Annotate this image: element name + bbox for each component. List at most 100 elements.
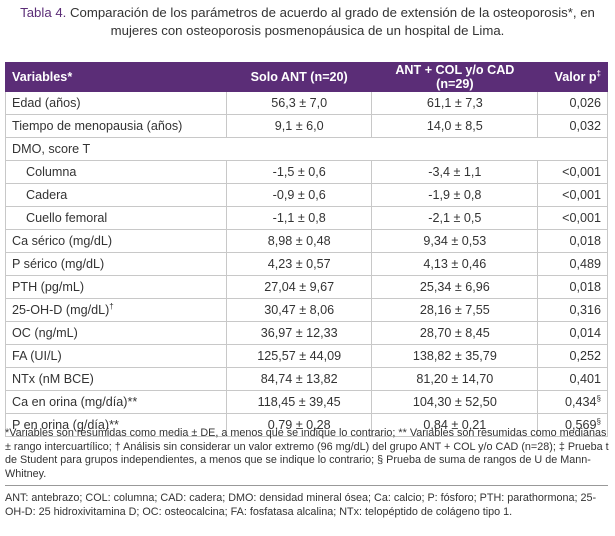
cell-valor-p: 0,489 [537, 252, 608, 276]
p-value: <0,001 [562, 210, 601, 225]
cell-valor-p: 0,434§ [537, 390, 608, 414]
cell-valor-p: <0,001 [537, 183, 608, 207]
cell-valor-p: 0,026 [537, 91, 608, 115]
footnote-abbreviations: ANT: antebrazo; COL: columna; CAD: cader… [5, 492, 597, 518]
cell-ant-col-cad: 28,16 ± 7,55 [371, 298, 539, 322]
variable-label: Cadera [26, 187, 68, 202]
table-caption-text: Comparación de los parámetros de acuerdo… [66, 5, 595, 38]
cell-variable: FA (UI/L) [4, 344, 228, 368]
cell-ant-col-cad: 14,0 ± 8,5 [371, 114, 539, 138]
cell-ant-col-cad: -2,1 ± 0,5 [371, 206, 539, 230]
cell-valor-p: 0,018 [537, 275, 608, 299]
cell-variable: Columna [4, 160, 228, 184]
cell-valor-p: 0,032 [537, 114, 608, 138]
variable-label: Ca sérico (mg/dL) [12, 233, 113, 248]
cell-variable: OC (ng/mL) [4, 321, 228, 345]
variable-label: Tiempo de menopausia (años) [12, 118, 183, 133]
header-solo-ant: Solo ANT (n=20) [226, 62, 373, 92]
header-row: Variables* Solo ANT (n=20) ANT + COL y/o… [4, 62, 608, 92]
p-value: 0,489 [569, 256, 601, 271]
variable-label: NTx (nM BCE) [12, 371, 94, 386]
p-value: 0,569 [565, 417, 597, 432]
table-row: Columna -1,5 ± 0,6 -3,4 ± 1,1 <0,001 [4, 160, 608, 184]
table-number-label: Tabla 4. [20, 5, 67, 20]
cell-ant-col-cad: 9,34 ± 0,53 [371, 229, 539, 253]
cell-valor-p: 0,014 [537, 321, 608, 345]
table-caption: Tabla 4. Comparación de los parámetros d… [0, 4, 615, 40]
table-section-row: DMO, score T [5, 137, 608, 161]
cell-solo-ant: 0,79 ± 0,28 [226, 413, 373, 437]
cell-valor-p: <0,001 [537, 160, 608, 184]
table-row: P en orina (g/día)** 0,79 ± 0,28 0,84 ± 0,… [4, 413, 608, 437]
p-value: 0,026 [569, 95, 601, 110]
header-ant-col-cad: ANT + COL y/o CAD (n=29) [371, 62, 539, 92]
footnote-divider [5, 485, 608, 486]
cell-valor-p: <0,001 [537, 206, 608, 230]
p-value: 0,401 [569, 371, 601, 386]
variable-label: 25-OH-D (mg/dL) [12, 302, 110, 317]
p-value: 0,018 [569, 233, 601, 248]
table-row: Edad (años) 56,3 ± 7,0 61,1 ± 7,3 0,026 [4, 91, 608, 115]
p-footnote-marker: § [596, 393, 601, 403]
variable-label: FA (UI/L) [12, 348, 62, 363]
cell-ant-col-cad: 138,82 ± 35,79 [371, 344, 539, 368]
cell-ant-col-cad: -3,4 ± 1,1 [371, 160, 539, 184]
p-value: 0,032 [569, 118, 601, 133]
table-row: NTx (nM BCE) 84,74 ± 13,82 81,20 ± 14,70 0,… [4, 367, 608, 391]
variable-label: Edad (años) [12, 95, 81, 110]
cell-variable: Tiempo de menopausia (años) [4, 114, 228, 138]
table-row: PTH (pg/mL) 27,04 ± 9,67 25,34 ± 6,96 0,018 [4, 275, 608, 299]
p-value: <0,001 [562, 187, 601, 202]
cell-ant-col-cad: 28,70 ± 8,45 [371, 321, 539, 345]
cell-solo-ant: 125,57 ± 44,09 [226, 344, 373, 368]
table-row: Cadera -0,9 ± 0,6 -1,9 ± 0,8 <0,001 [4, 183, 608, 207]
cell-solo-ant: 56,3 ± 7,0 [226, 91, 373, 115]
p-value: 0,316 [569, 302, 601, 317]
table-row: Ca sérico (mg/dL) 8,98 ± 0,48 9,34 ± 0,53 0… [4, 229, 608, 253]
cell-ant-col-cad: 0,84 ± 0,21 [371, 413, 539, 437]
table-row: Cuello femoral -1,1 ± 0,8 -2,1 ± 0,5 <0,001 [4, 206, 608, 230]
cell-ant-col-cad: 4,13 ± 0,46 [371, 252, 539, 276]
cell-solo-ant: 84,74 ± 13,82 [226, 367, 373, 391]
data-table: Variables* Solo ANT (n=20) ANT + COL y/o… [4, 62, 608, 437]
cell-solo-ant: 118,45 ± 39,45 [226, 390, 373, 414]
header-valor-p-marker: ‡ [596, 68, 601, 78]
cell-valor-p: 0,018 [537, 229, 608, 253]
table-row: Ca en orina (mg/día)** 118,45 ± 39,45 104,… [4, 390, 608, 414]
cell-variable: P sérico (mg/dL) [4, 252, 228, 276]
variable-label: P sérico (mg/dL) [12, 256, 105, 271]
cell-variable: NTx (nM BCE) [4, 367, 228, 391]
table-row: OC (ng/mL) 36,97 ± 12,33 28,70 ± 8,45 0,014 [4, 321, 608, 345]
table-row: P sérico (mg/dL) 4,23 ± 0,57 4,13 ± 0,46 0,… [4, 252, 608, 276]
header-valor-p: Valor p‡ [537, 62, 608, 92]
cell-solo-ant: 36,97 ± 12,33 [226, 321, 373, 345]
cell-variable: P en orina (g/día)** [4, 413, 228, 437]
cell-valor-p: 0,569§ [537, 413, 608, 437]
cell-variable: PTH (pg/mL) [4, 275, 228, 299]
cell-variable: 25-OH-D (mg/dL)† [4, 298, 228, 322]
cell-valor-p: 0,252 [537, 344, 608, 368]
cell-solo-ant: 8,98 ± 0,48 [226, 229, 373, 253]
cell-ant-col-cad: 81,20 ± 14,70 [371, 367, 539, 391]
p-value: 0,018 [569, 279, 601, 294]
variable-label: PTH (pg/mL) [12, 279, 85, 294]
cell-solo-ant: 4,23 ± 0,57 [226, 252, 373, 276]
cell-solo-ant: 30,47 ± 8,06 [226, 298, 373, 322]
cell-ant-col-cad: 61,1 ± 7,3 [371, 91, 539, 115]
header-valor-p-text: Valor p [554, 70, 597, 84]
cell-solo-ant: -1,1 ± 0,8 [226, 206, 373, 230]
footnote-notes: *Variables son resumidas como media ± DE… [5, 427, 609, 480]
table-body: Edad (años) 56,3 ± 7,0 61,1 ± 7,3 0,026 Tiem… [4, 91, 608, 437]
cell-variable: Cuello femoral [4, 206, 228, 230]
section-label: DMO, score T [5, 137, 608, 161]
cell-variable: Ca sérico (mg/dL) [4, 229, 228, 253]
cell-variable: Cadera [4, 183, 228, 207]
variable-label: P en orina (g/día)** [12, 417, 119, 432]
p-value: 0,252 [569, 348, 601, 363]
variable-label: Columna [26, 164, 77, 179]
p-value: 0,434 [565, 394, 597, 409]
table-row: Tiempo de menopausia (años) 9,1 ± 6,0 14,0… [4, 114, 608, 138]
p-value: 0,014 [569, 325, 601, 340]
cell-valor-p: 0,401 [537, 367, 608, 391]
variable-label: Cuello femoral [26, 210, 108, 225]
